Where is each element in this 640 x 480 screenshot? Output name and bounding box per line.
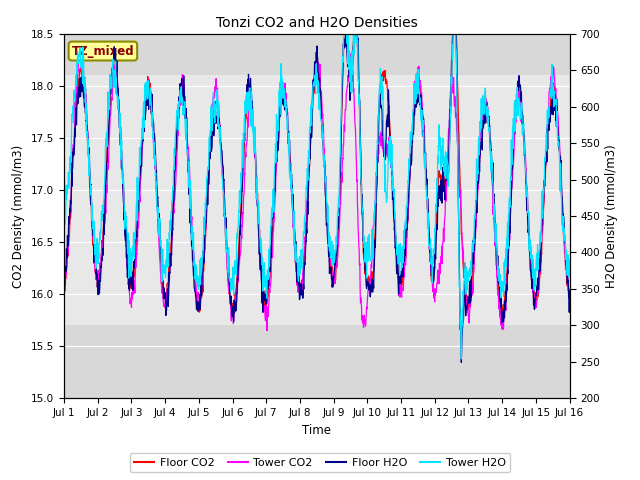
Tower H2O	[348, 90, 356, 96]
Tower H2O	[566, 274, 573, 279]
Tower CO2	[349, 71, 356, 76]
X-axis label: Time: Time	[302, 424, 332, 437]
Line: Floor H2O: Floor H2O	[64, 0, 570, 362]
Y-axis label: CO2 Density (mmol/m3): CO2 Density (mmol/m3)	[12, 144, 26, 288]
Tower H2O	[275, 128, 282, 133]
Bar	[64, 75, 570, 325]
Floor CO2	[566, 289, 573, 295]
Floor CO2	[348, 58, 356, 63]
Legend: Floor CO2, Tower CO2, Floor H2O, Tower H2O: Floor CO2, Tower CO2, Floor H2O, Tower H…	[130, 453, 510, 472]
Tower CO2	[295, 289, 303, 295]
Tower CO2	[286, 152, 294, 157]
Floor H2O	[348, 75, 356, 81]
Floor H2O	[294, 269, 302, 275]
Tower CO2	[120, 193, 128, 199]
Text: TZ_mixed: TZ_mixed	[72, 45, 134, 58]
Tower H2O	[458, 356, 465, 362]
Line: Floor CO2: Floor CO2	[64, 5, 570, 317]
Tower H2O	[120, 179, 127, 184]
Tower H2O	[60, 210, 68, 216]
Floor CO2	[285, 137, 293, 143]
Floor H2O	[275, 141, 282, 146]
Tower CO2	[566, 289, 573, 295]
Tower CO2	[275, 118, 283, 123]
Floor H2O	[99, 252, 107, 258]
Tower H2O	[451, 0, 458, 5]
Tower CO2	[60, 274, 68, 279]
Floor CO2	[120, 188, 127, 193]
Line: Tower H2O: Tower H2O	[64, 2, 570, 359]
Line: Tower CO2: Tower CO2	[64, 48, 570, 331]
Tower CO2	[263, 328, 271, 334]
Floor H2O	[566, 288, 573, 293]
Floor H2O	[458, 360, 465, 365]
Tower H2O	[285, 131, 293, 136]
Floor CO2	[294, 275, 302, 281]
Title: Tonzi CO2 and H2O Densities: Tonzi CO2 and H2O Densities	[216, 16, 418, 30]
Tower CO2	[77, 45, 84, 51]
Floor CO2	[275, 125, 282, 131]
Floor CO2	[451, 2, 458, 8]
Floor CO2	[60, 273, 68, 278]
Floor H2O	[120, 202, 127, 207]
Floor CO2	[499, 314, 506, 320]
Floor CO2	[99, 229, 107, 235]
Floor H2O	[285, 136, 293, 142]
Floor H2O	[60, 276, 68, 281]
Y-axis label: H2O Density (mmol/m3): H2O Density (mmol/m3)	[605, 144, 618, 288]
Tower H2O	[99, 205, 107, 211]
Tower CO2	[100, 228, 108, 234]
Tower H2O	[294, 274, 302, 279]
